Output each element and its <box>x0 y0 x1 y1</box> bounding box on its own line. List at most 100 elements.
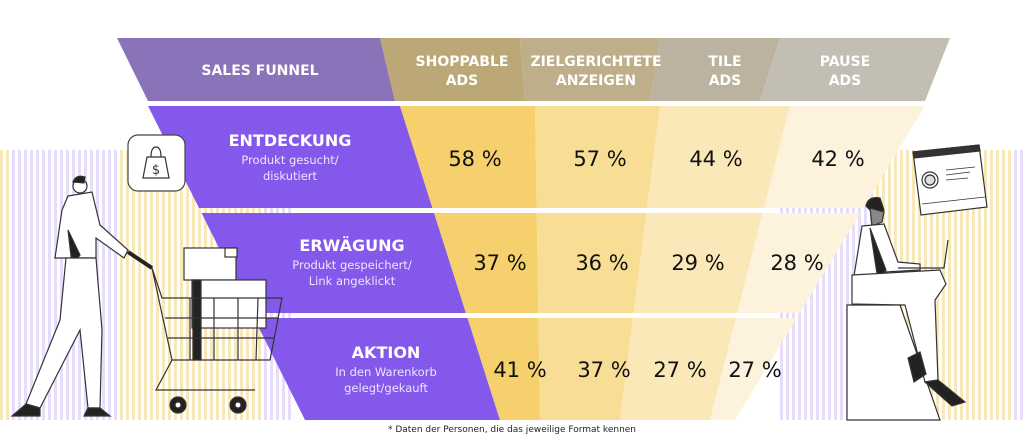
background-stripe-left <box>168 150 171 420</box>
background-stripe-right <box>948 150 951 420</box>
value-cell-aktion-col-1 <box>467 318 540 420</box>
person-with-laptop-illustration <box>846 144 988 421</box>
stage-cell-aktion <box>254 318 500 420</box>
value-cell-entdeckung-col-4 <box>764 106 925 208</box>
header-cell-sales-funnel <box>117 38 395 101</box>
value-entdeckung-shoppable: 58 % <box>448 147 501 171</box>
stage-cell-erwaegung <box>201 213 466 313</box>
value-cell-aktion-col-2 <box>538 318 633 420</box>
background-stripe-left <box>108 150 111 420</box>
value-aktion-tile: 27 % <box>653 358 706 382</box>
value-entdeckung-pause: 42 % <box>811 147 864 171</box>
background-stripe-right <box>954 150 957 420</box>
value-erwaegung-pause: 28 % <box>770 251 823 275</box>
header-col-1-line1: SHOPPABLE <box>416 54 509 70</box>
header-col-3-line1: TILE <box>708 54 741 70</box>
header-cell-col-2 <box>520 38 660 101</box>
background-stripe-left <box>6 150 9 420</box>
value-cell-erwaegung-col-1 <box>434 213 539 313</box>
footnote: * Daten der Personen, die das jeweilige … <box>388 425 636 435</box>
funnel-labels: SALES FUNNEL SHOPPABLE ADS ZIELGERICHTET… <box>201 54 870 435</box>
background-stripe-right <box>840 150 843 420</box>
stage-cell-entdeckung <box>148 106 433 208</box>
background-stripe-right <box>1014 150 1017 420</box>
header-col-4-line1: PAUSE <box>820 54 870 70</box>
background-stripe-left <box>0 150 3 420</box>
value-cell-entdeckung-col-1 <box>400 106 537 208</box>
value-entdeckung-tile: 44 % <box>689 147 742 171</box>
background-stripe-left <box>114 150 117 420</box>
funnel <box>117 38 950 420</box>
background-stripe-left <box>54 150 57 420</box>
value-erwaegung-shoppable: 37 % <box>473 251 526 275</box>
value-cell-aktion-col-3 <box>620 318 736 420</box>
background-stripe-left <box>138 150 141 420</box>
background-stripe-left <box>150 150 153 420</box>
header-col-3-line2: ADS <box>709 73 742 89</box>
background-stripe-left <box>120 150 123 420</box>
header-cell-col-1 <box>380 38 525 101</box>
stage-desc-entdeckung-2: diskutiert <box>263 169 318 183</box>
value-erwaegung-zielgerichtete: 36 % <box>575 251 628 275</box>
value-aktion-pause: 27 % <box>728 358 781 382</box>
header-col-1-line2: ADS <box>446 73 479 89</box>
background-stripe-left <box>162 150 165 420</box>
stage-desc-entdeckung-1: Produkt gesucht/ <box>241 153 338 167</box>
header-sales-funnel: SALES FUNNEL <box>201 63 318 79</box>
background-stripe-left <box>102 150 105 420</box>
svg-text:$: $ <box>152 163 160 178</box>
value-cell-erwaegung-col-3 <box>633 213 763 313</box>
header-col-2-line2: ANZEIGEN <box>556 73 636 89</box>
background-stripe-right <box>966 150 969 420</box>
background-stripe-left <box>36 150 39 420</box>
value-entdeckung-zielgerichtete: 57 % <box>573 147 626 171</box>
value-cell-aktion-col-4 <box>710 318 797 420</box>
background-stripe-left <box>60 150 63 420</box>
stage-desc-aktion-2: gelegt/gekauft <box>344 381 428 395</box>
stage-title-aktion: AKTION <box>352 343 421 362</box>
background-stripe-left <box>186 150 189 420</box>
header-col-2-line1: ZIELGERICHTETE <box>530 54 661 70</box>
value-cell-entdeckung-col-2 <box>535 106 660 208</box>
background-stripe-right <box>984 150 987 420</box>
stage-title-erwaegung: ERWÄGUNG <box>299 236 404 255</box>
product-webpage-icon <box>912 144 988 216</box>
background-stripe-right <box>996 150 999 420</box>
background-stripe-left <box>174 150 177 420</box>
value-cell-erwaegung-col-2 <box>536 213 647 313</box>
shopping-bag-dollar-icon: $ <box>127 134 186 192</box>
background-stripe-right <box>846 150 849 420</box>
header-cell-col-3 <box>650 38 780 101</box>
value-aktion-zielgerichtete: 37 % <box>577 358 630 382</box>
background-stripe-right <box>828 150 831 420</box>
background-stripe-left <box>180 150 183 420</box>
background-stripe-right <box>1002 150 1005 420</box>
background-stripe-left <box>126 150 129 420</box>
background-stripe-right <box>1020 150 1023 420</box>
stage-desc-erwaegung-1: Produkt gespeichert/ <box>292 258 412 272</box>
header-cell-col-4 <box>760 38 950 101</box>
value-cell-erwaegung-col-4 <box>737 213 861 313</box>
background-stripe-left <box>42 150 45 420</box>
background-stripe-right <box>816 150 819 420</box>
stage-desc-aktion-1: In den Warenkorb <box>335 365 437 379</box>
stage-desc-erwaegung-2: Link angeklickt <box>309 274 396 288</box>
background-stripe-left <box>24 150 27 420</box>
background-stripe-right <box>972 150 975 420</box>
shopper-with-cart-illustration <box>10 175 283 417</box>
background-stripe-right <box>978 150 981 420</box>
background-stripe-right <box>822 150 825 420</box>
background-stripe-right <box>834 150 837 420</box>
background-stripe-left <box>12 150 15 420</box>
background-stripe-right <box>990 150 993 420</box>
background-stripe-left <box>48 150 51 420</box>
background-stripe-left <box>18 150 21 420</box>
header-col-4-line2: ADS <box>829 73 862 89</box>
stage-title-entdeckung: ENTDECKUNG <box>229 131 352 150</box>
background-stripe-left <box>30 150 33 420</box>
background-stripe-right <box>960 150 963 420</box>
background-stripe-right <box>1008 150 1011 420</box>
background-stripe-left <box>144 150 147 420</box>
value-erwaegung-tile: 29 % <box>671 251 724 275</box>
